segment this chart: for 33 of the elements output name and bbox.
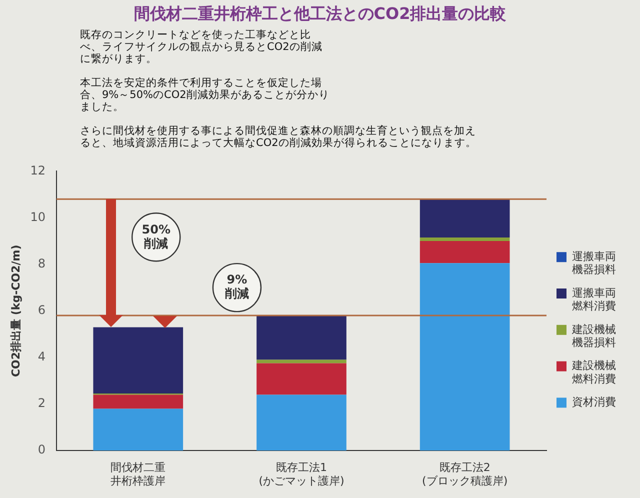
legend-label: 運搬車両機器損料 <box>572 250 616 276</box>
bar <box>256 363 346 395</box>
chart-subtitle: 既存のコンクリートなどを使った工事などと比べ、ライフサイクルの観点から見るとCO2の削減に繋がります。 <box>80 29 324 65</box>
annotation: 50%削減 <box>142 222 170 250</box>
annotation: 9%削減 <box>224 272 249 301</box>
x-tick-label: 既存工法1(かごマット護岸) <box>258 461 344 488</box>
text: 本工法を安定的条件で利用することを仮定した場合、9%～50%のCO2削減効果があることが分かりました。 <box>80 77 330 113</box>
bar <box>93 408 184 451</box>
text: さらに間伐材を使用する事による間伐促進と森林の順調な生育という観点を加えると、地域資源活用によって大幅なCO2の削減効果が得られることになります。 <box>80 125 478 149</box>
y-tick-label: 10 <box>30 210 46 224</box>
y-tick-label: 8 <box>38 256 46 270</box>
y-tick-label: 12 <box>30 163 46 178</box>
y-axis-title: CO2排出量 (kg-CO2/m) <box>9 244 22 378</box>
x-tick-label: 間伐材二重井桁枠護岸 <box>110 461 166 488</box>
bar <box>256 360 346 364</box>
x-tick-label: 既存工法2(ブロック積護岸) <box>422 461 508 488</box>
bar <box>420 238 510 242</box>
y-tick-label: 4 <box>38 350 46 364</box>
bar <box>420 199 510 238</box>
y-tick-label: 2 <box>38 396 46 410</box>
bar <box>93 327 184 394</box>
bar <box>256 316 346 360</box>
legend-label: 資材消費 <box>572 396 616 409</box>
chart-title: 間伐材二重井桁枠工と他工法とのCO2排出量の比較 <box>132 4 508 25</box>
y-tick-label: 6 <box>38 303 46 318</box>
legend-label: 運搬車両燃料消費 <box>572 286 616 313</box>
y-tick-label: 0 <box>38 442 46 457</box>
legend-label: 建設機械機器損料 <box>571 322 616 349</box>
legend-label: 建設機械燃料消費 <box>571 359 616 386</box>
bar <box>420 241 510 264</box>
bar <box>256 394 346 451</box>
bar <box>93 394 184 409</box>
bar <box>420 263 510 451</box>
